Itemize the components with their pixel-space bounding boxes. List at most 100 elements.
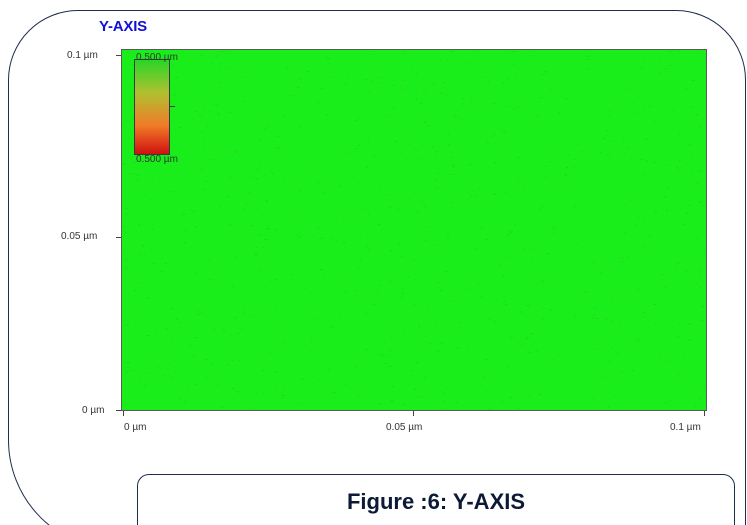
texture-speck — [452, 166, 455, 168]
texture-speck — [501, 400, 504, 402]
texture-speck — [326, 58, 330, 60]
texture-speck — [202, 143, 205, 145]
texture-speck — [636, 340, 640, 342]
texture-speck — [519, 303, 521, 305]
texture-speck — [335, 218, 338, 220]
texture-speck — [312, 236, 314, 238]
texture-speck — [189, 345, 192, 347]
texture-speck — [377, 82, 380, 83]
y-tick-mark-top — [116, 55, 121, 56]
texture-speck — [591, 317, 594, 319]
texture-speck — [443, 93, 445, 95]
texture-speck — [309, 230, 312, 232]
texture-speck — [642, 174, 644, 176]
texture-speck — [129, 369, 132, 371]
texture-speck — [701, 53, 703, 55]
plot-area — [121, 49, 707, 411]
texture-speck — [487, 81, 490, 83]
texture-speck — [470, 190, 474, 192]
texture-speck — [400, 312, 403, 314]
texture-speck — [234, 256, 238, 258]
texture-speck — [454, 116, 457, 118]
texture-speck — [482, 95, 484, 97]
texture-speck — [298, 189, 302, 191]
texture-speck — [620, 371, 623, 373]
texture-speck — [517, 157, 520, 159]
texture-speck — [192, 210, 196, 212]
texture-speck — [235, 333, 238, 335]
texture-speck — [276, 146, 279, 148]
texture-speck — [643, 60, 645, 62]
texture-speck — [251, 315, 255, 317]
texture-speck — [164, 262, 167, 264]
texture-speck — [509, 397, 513, 399]
texture-speck — [379, 353, 382, 355]
texture-speck — [520, 344, 523, 346]
texture-speck — [263, 246, 266, 248]
texture-speck — [365, 349, 368, 351]
texture-speck — [499, 390, 501, 391]
texture-speck — [688, 339, 691, 341]
texture-speck — [586, 55, 590, 57]
texture-speck — [442, 358, 444, 360]
texture-speck — [653, 304, 657, 305]
texture-speck — [206, 126, 209, 128]
texture-speck — [450, 50, 454, 52]
texture-speck — [468, 164, 471, 166]
texture-speck — [217, 113, 221, 115]
texture-speck — [236, 345, 240, 347]
texture-speck — [637, 288, 640, 290]
texture-speck — [232, 398, 234, 400]
texture-speck — [587, 68, 589, 70]
texture-speck — [436, 151, 439, 152]
texture-speck — [186, 385, 189, 387]
texture-speck — [148, 160, 152, 162]
texture-speck — [264, 238, 267, 240]
texture-speck — [519, 392, 521, 394]
texture-speck — [474, 261, 476, 262]
texture-speck — [685, 270, 688, 272]
texture-speck — [267, 125, 269, 126]
texture-speck — [432, 146, 435, 148]
texture-speck — [696, 217, 698, 219]
texture-speck — [699, 285, 702, 287]
texture-speck — [274, 229, 277, 231]
texture-speck — [367, 342, 369, 344]
texture-speck — [354, 366, 357, 368]
texture-speck — [520, 311, 524, 313]
texture-speck — [181, 175, 183, 177]
color-scale-top-label: 0.500 µm — [136, 52, 178, 63]
texture-speck — [480, 384, 482, 386]
texture-speck — [373, 303, 376, 305]
texture-speck — [599, 376, 602, 378]
texture-speck — [369, 80, 373, 82]
texture-speck — [298, 125, 301, 127]
texture-speck — [209, 383, 211, 385]
texture-speck — [201, 188, 205, 190]
texture-speck — [574, 316, 577, 318]
texture-speck — [365, 166, 369, 168]
y-tick-mark-bottom — [116, 410, 121, 411]
texture-speck — [274, 371, 277, 373]
texture-speck — [320, 237, 324, 239]
texture-speck — [303, 220, 305, 222]
texture-speck — [358, 118, 360, 120]
texture-speck — [544, 72, 548, 74]
x-tick-mark-middle — [413, 411, 414, 416]
texture-speck — [179, 321, 182, 323]
texture-speck — [171, 340, 173, 342]
texture-speck — [231, 286, 233, 288]
texture-speck — [233, 284, 235, 286]
texture-speck — [254, 254, 257, 256]
texture-speck — [163, 375, 166, 377]
texture-speck — [573, 313, 575, 315]
texture-speck — [441, 408, 444, 410]
texture-speck — [678, 159, 682, 161]
texture-speck — [447, 144, 451, 146]
texture-speck — [216, 54, 220, 56]
texture-speck — [242, 306, 245, 308]
texture-speck — [640, 159, 643, 161]
texture-speck — [504, 191, 507, 193]
texture-speck — [409, 253, 411, 254]
texture-speck — [151, 51, 153, 52]
